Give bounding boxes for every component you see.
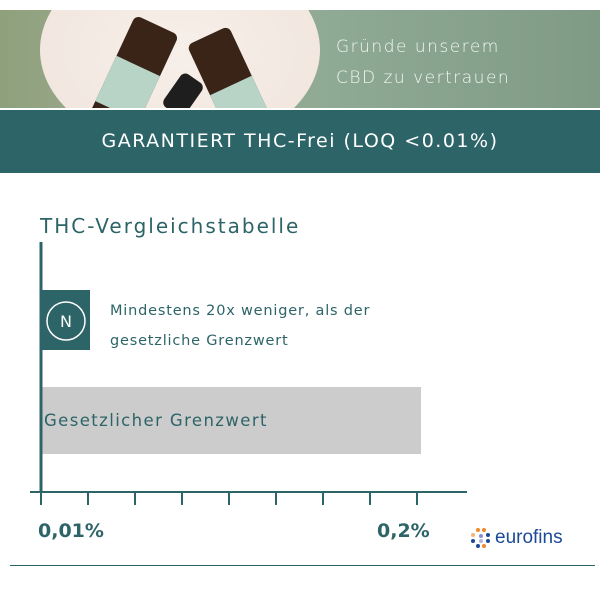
eurofins-logo-text: eurofins <box>495 527 563 548</box>
chart-title: THC-Vergleichstabelle <box>40 214 301 238</box>
tick-label-min: 0,01% <box>38 520 104 542</box>
annotation-line-1: Mindestens 20x weniger, als der <box>110 303 371 319</box>
tick-label-max: 0,2% <box>377 520 430 542</box>
thc-free-band: GARANTIERT THC-Frei (LOQ <0.01%) <box>0 110 600 173</box>
annotation-line-2: gesetzliche Grenzwert <box>110 333 289 349</box>
bottom-divider <box>10 565 595 566</box>
product-photo <box>40 10 320 108</box>
eurofins-dots-icon <box>471 528 490 548</box>
eurofins-logo: eurofins <box>470 527 563 549</box>
badge-letter: N <box>60 312 72 331</box>
banner-line-2: CBD zu vertrauen <box>336 68 511 88</box>
badge-circle-icon <box>46 301 86 341</box>
hero-banner: Gründe unserem CBD zu vertrauen <box>0 10 600 108</box>
banner-headline: Gründe unserem CBD zu vertrauen <box>336 32 510 94</box>
banner-line-1: Gründe unserem <box>336 37 500 57</box>
bar-label-limit: Gesetzlicher Grenzwert <box>44 411 268 430</box>
bar-limit <box>42 387 421 454</box>
annotation: Mindestens 20x weniger, als der gesetzli… <box>110 296 370 356</box>
